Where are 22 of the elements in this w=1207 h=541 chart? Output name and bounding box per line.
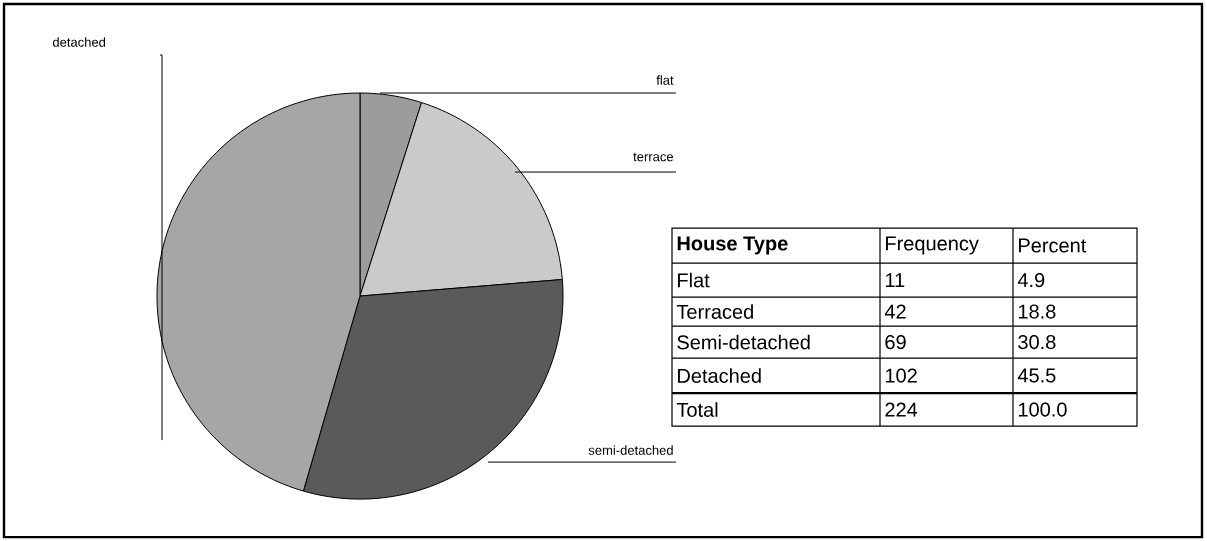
slice-label: terrace <box>633 152 674 162</box>
text: 224 <box>885 402 918 417</box>
slice-label: flat <box>656 75 674 85</box>
text: Semi-detached <box>677 334 810 350</box>
text: 30.8 <box>1018 334 1056 350</box>
text: 18.8 <box>1018 304 1056 319</box>
text: Frequency <box>886 236 979 255</box>
text: Total <box>676 402 718 417</box>
text: House Type <box>677 236 788 255</box>
text: Detached <box>678 368 761 383</box>
slice-label: detached <box>52 37 106 47</box>
text: Percent <box>1019 238 1087 253</box>
text: Terraced <box>676 304 753 319</box>
text: 45.5 <box>1017 368 1056 383</box>
text: 42 <box>884 304 906 319</box>
text: 69 <box>885 334 906 350</box>
text: 102 <box>885 368 917 383</box>
text: 11 <box>885 273 905 287</box>
text: 100.0 <box>1018 402 1067 417</box>
slice-label: semi-detached <box>588 445 673 455</box>
text: 4.9 <box>1017 272 1045 288</box>
text: Flat <box>678 272 710 288</box>
